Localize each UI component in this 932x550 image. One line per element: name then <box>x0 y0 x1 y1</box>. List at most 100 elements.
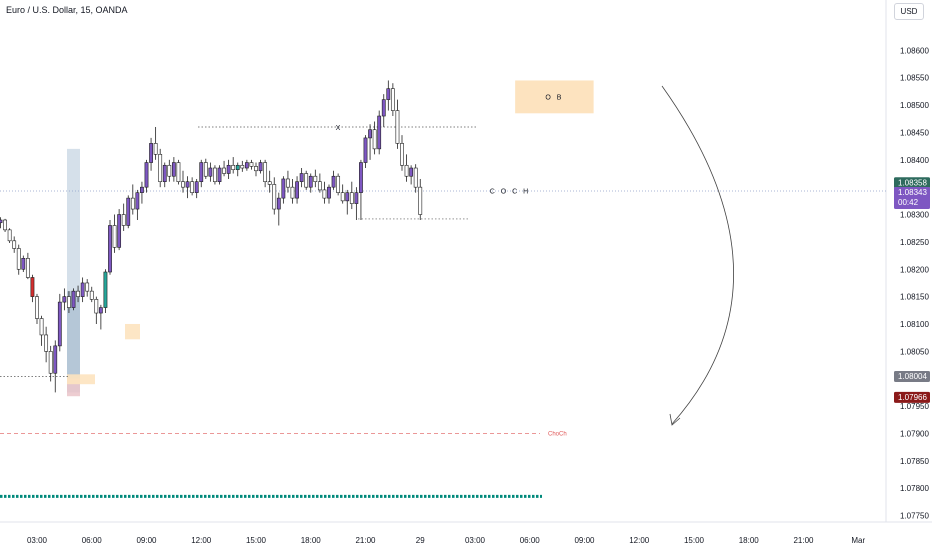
candle <box>89 286 94 303</box>
candle-body <box>340 192 345 202</box>
time-tick-label: 06:00 <box>520 536 541 545</box>
candle <box>226 159 231 179</box>
candle <box>80 277 85 303</box>
candle <box>117 209 122 251</box>
candle-body <box>121 214 126 226</box>
candle-body <box>254 166 258 172</box>
price-tag <box>894 391 930 403</box>
candle <box>363 135 368 169</box>
candle-body <box>39 318 44 336</box>
candle <box>144 159 149 193</box>
candle <box>386 80 391 111</box>
candle-body <box>368 129 372 139</box>
price-tag <box>894 371 930 383</box>
candle <box>349 181 354 210</box>
price-tick-label: 1.07900 <box>900 429 929 438</box>
candle-body <box>80 282 85 297</box>
candle <box>381 94 386 127</box>
candle-body <box>363 137 368 163</box>
candle-body <box>162 164 167 183</box>
candle <box>171 157 176 182</box>
candle-body <box>21 258 26 270</box>
candle-body <box>240 164 245 169</box>
time-tick-label: 03:00 <box>27 536 48 545</box>
candle-body <box>108 225 112 273</box>
candle-body <box>85 282 90 292</box>
candle <box>140 181 144 204</box>
price-tick-label: 1.08400 <box>900 156 929 165</box>
candle <box>354 187 359 221</box>
time-tick-label: Mar <box>851 536 865 545</box>
candle-body <box>185 181 190 188</box>
candle <box>286 170 290 193</box>
price-tick-label: 1.07800 <box>900 484 929 493</box>
x-label: X <box>336 125 343 132</box>
candle-body <box>295 181 299 199</box>
projection-arrow <box>661 85 734 425</box>
price-tag-label: 1.07966 <box>898 393 927 402</box>
price-tag-label: 1.08358 <box>898 178 927 187</box>
candle <box>199 159 204 188</box>
candle-body <box>3 219 7 231</box>
candle-body <box>400 143 404 166</box>
candle-body <box>286 178 290 188</box>
candle-body <box>167 164 172 177</box>
candle-body <box>135 192 140 210</box>
candle <box>345 189 350 215</box>
candle-body <box>62 296 67 303</box>
time-tick-label: 09:00 <box>136 536 157 545</box>
candle <box>30 274 35 303</box>
candle-body <box>213 167 217 183</box>
candle <box>368 124 372 160</box>
time-tick-label: 06:00 <box>82 536 103 545</box>
demand-zone-1 <box>67 374 95 385</box>
candle <box>249 159 254 170</box>
candle <box>203 158 208 179</box>
candle-body <box>231 164 236 170</box>
candle <box>153 126 158 160</box>
order-block-zone <box>515 80 594 114</box>
candle <box>98 304 103 330</box>
candle-body <box>281 178 286 199</box>
candle-body <box>413 167 418 188</box>
candle-body <box>12 240 17 249</box>
candle <box>299 168 304 188</box>
candle <box>0 217 3 229</box>
candle <box>235 162 240 177</box>
candle-body <box>199 162 204 183</box>
price-tick-label: 1.08100 <box>900 320 929 329</box>
candle-body <box>203 162 208 177</box>
price-tick-label: 1.08200 <box>900 265 929 274</box>
candle <box>208 162 213 182</box>
candle-body <box>208 167 213 177</box>
candle <box>35 293 39 324</box>
candle-body <box>299 173 304 183</box>
candle-body <box>308 175 313 188</box>
candle <box>85 279 90 297</box>
price-tick-label: 1.07750 <box>900 512 929 521</box>
candle-body <box>267 181 272 185</box>
candle <box>53 340 58 393</box>
candle-body <box>322 189 327 199</box>
candle <box>372 121 377 155</box>
price-tick-label: 1.08300 <box>900 211 929 220</box>
time-tick-label: 12:00 <box>629 536 650 545</box>
candle <box>254 162 258 177</box>
candle-body <box>327 186 331 199</box>
candle-body <box>336 175 341 193</box>
candle-body <box>71 290 76 308</box>
candle-body <box>57 301 62 347</box>
currency-button[interactable]: USD <box>894 3 924 20</box>
candle-body <box>313 175 318 183</box>
price-tick-label: 1.08150 <box>900 293 929 302</box>
candle <box>103 269 108 314</box>
candle-body <box>7 229 12 242</box>
candle <box>57 293 62 352</box>
candle-body <box>0 219 3 224</box>
position-zone-upper <box>67 148 80 393</box>
candle <box>290 178 295 204</box>
price-tick-label: 1.08550 <box>900 74 929 83</box>
price-tag-countdown: 00:42 <box>898 198 919 207</box>
candle <box>244 159 249 171</box>
